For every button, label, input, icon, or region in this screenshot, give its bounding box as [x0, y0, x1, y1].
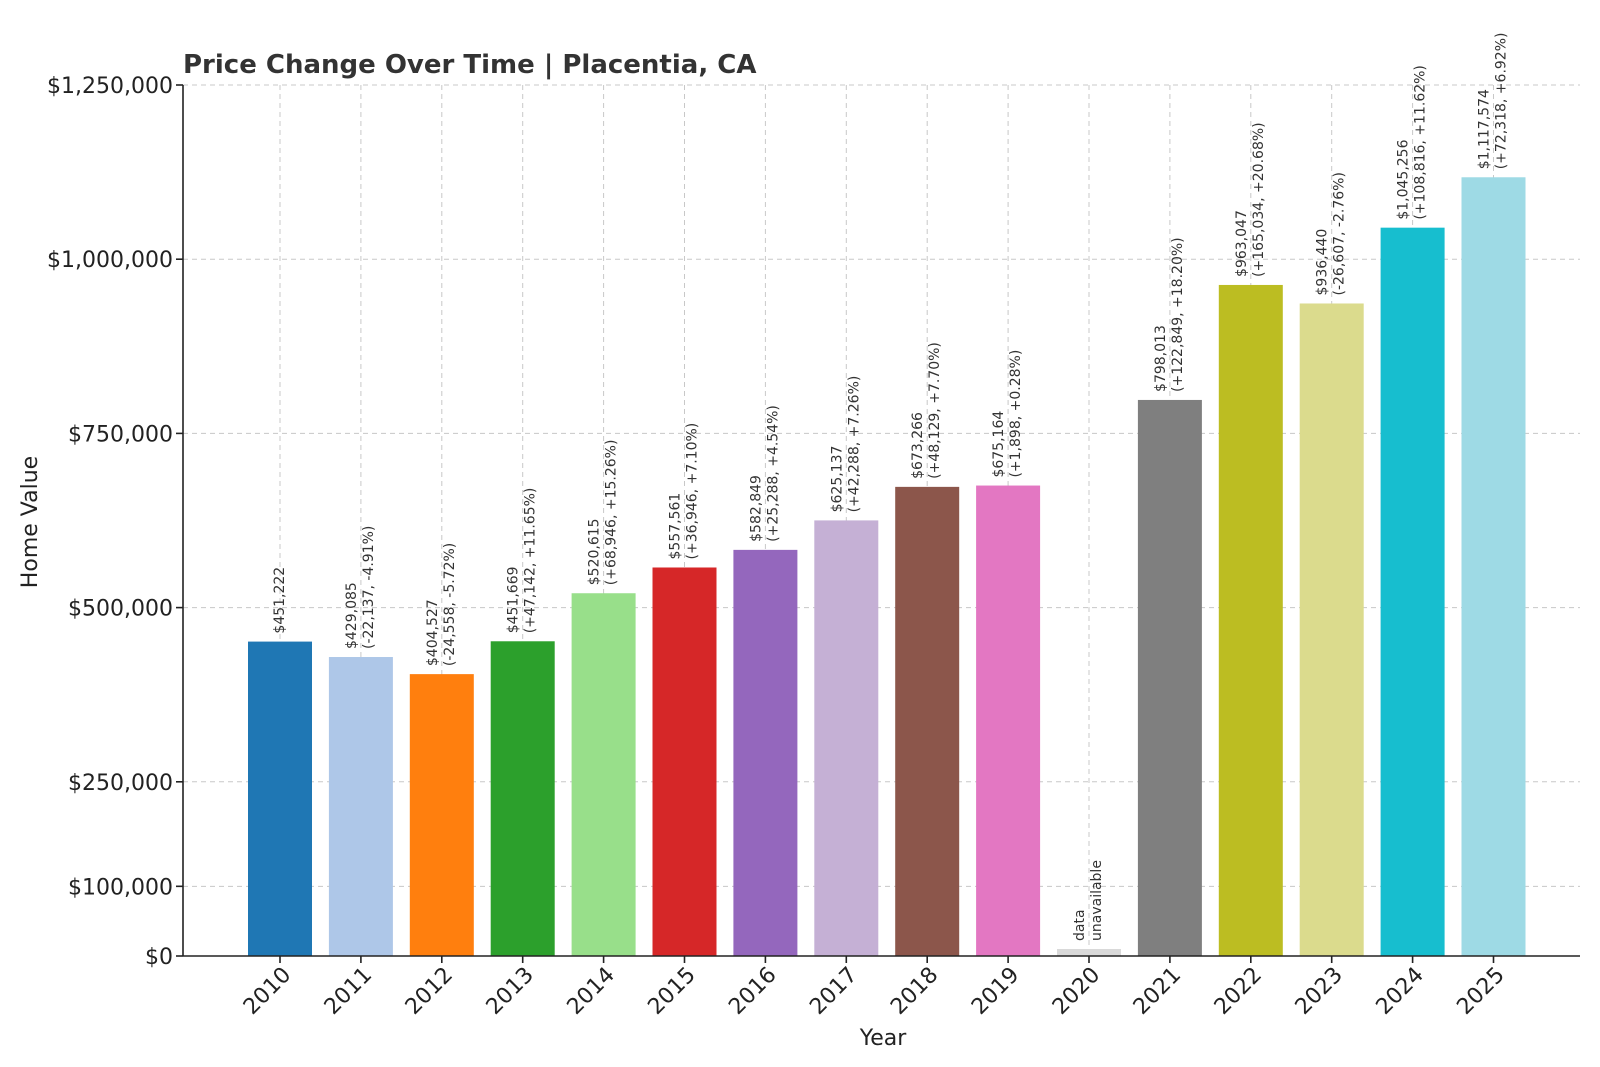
- data-label: $936,440(-26,607, -2.76%): [1315, 172, 1348, 295]
- data-label-line: (-24,558, -5.72%): [442, 543, 458, 666]
- data-label-line: (+25,288, +4.54%): [765, 405, 781, 542]
- x-tick-label: 2022: [1210, 963, 1267, 1020]
- y-tick-label: $100,000: [68, 875, 173, 900]
- data-label-line: $798,013: [1153, 325, 1169, 392]
- bar-2014: [571, 593, 636, 956]
- data-label-line: data: [1072, 909, 1088, 941]
- data-label-line: (-22,137, -4.91%): [361, 526, 377, 649]
- x-tick-label: 2019: [967, 963, 1024, 1020]
- x-tick-label: 2025: [1452, 963, 1509, 1020]
- x-tick-label: 2013: [482, 963, 539, 1020]
- bar-2018: [895, 486, 960, 956]
- data-label-line: $936,440: [1315, 229, 1331, 296]
- data-labels: $451,222 $429,085(-22,137, -4.91%) $404,52…: [272, 33, 1510, 941]
- data-label: $404,527(-24,558, -5.72%): [425, 543, 458, 666]
- x-tick-label: 2011: [320, 963, 377, 1020]
- data-label-line: $557,561: [668, 493, 684, 560]
- data-label: $1,045,256(+108,816, +11.62%): [1396, 65, 1429, 220]
- data-label-line: $582,849: [748, 475, 764, 542]
- data-label: $451,669(+47,142, +11.65%): [506, 488, 539, 634]
- bar-2023: [1299, 303, 1364, 956]
- x-tick-label: 2020: [1048, 963, 1105, 1020]
- bar-2013: [490, 641, 555, 956]
- data-label: $963,047(+165,034, +20.68%): [1234, 122, 1267, 277]
- data-label: $582,849(+25,288, +4.54%): [748, 405, 781, 542]
- data-label: $1,117,574(+72,318, +6.92%): [1477, 33, 1510, 170]
- data-label-line: $1,117,574: [1477, 89, 1493, 169]
- x-tick-label: 2018: [886, 963, 943, 1020]
- x-tick-label: 2016: [724, 963, 781, 1020]
- y-tick-label: $1,000,000: [47, 248, 173, 273]
- bar-2012: [409, 674, 474, 956]
- data-label-line: $675,164: [991, 411, 1007, 478]
- data-label: $557,561(+36,946, +7.10%): [668, 423, 701, 560]
- x-axis-label: Year: [859, 1026, 908, 1051]
- data-label-line: $404,527: [425, 599, 441, 666]
- y-axis-label: Home Value: [18, 456, 43, 588]
- data-label: $520,615(+68,946, +15.26%): [587, 440, 620, 586]
- x-tick-label: 2015: [643, 963, 700, 1020]
- bar-2022: [1218, 284, 1283, 956]
- y-tick-label: $1,250,000: [47, 74, 173, 99]
- data-label: $429,085(-22,137, -4.91%): [344, 526, 377, 649]
- data-label-line: (+68,946, +15.26%): [604, 440, 620, 586]
- y-tick-label: $750,000: [68, 422, 173, 447]
- bar-2010: [248, 641, 312, 956]
- data-label-line: unavailable: [1089, 860, 1105, 941]
- data-label-line: (+48,129, +7.70%): [927, 342, 943, 479]
- bar-2017: [814, 520, 879, 956]
- data-label-line: $1,045,256: [1396, 139, 1412, 219]
- data-label: $675,164(+1,898, +0.28%): [991, 350, 1024, 478]
- data-label-line: $451,669: [506, 566, 522, 633]
- y-tick-label: $0: [145, 945, 173, 970]
- data-label-line: $429,085: [344, 582, 360, 649]
- bar-2024: [1380, 227, 1445, 956]
- data-label-line: (+36,946, +7.10%): [685, 423, 701, 560]
- data-label-line: (-26,607, -2.76%): [1332, 172, 1348, 295]
- bar-2016: [733, 549, 798, 956]
- bar-2011: [328, 657, 393, 956]
- x-tick-label: 2017: [805, 963, 862, 1020]
- data-label: $451,222: [272, 567, 288, 634]
- x-tick-label: 2010: [239, 963, 296, 1020]
- data-label-line: $673,266: [910, 412, 926, 479]
- x-tick-label: 2012: [401, 963, 458, 1020]
- bar-2019: [976, 485, 1041, 956]
- data-label-line: $520,615: [587, 518, 603, 585]
- x-tick-label: 2024: [1372, 963, 1429, 1020]
- data-label: $798,013(+122,849, +18.20%): [1153, 237, 1186, 392]
- bar-2025: [1461, 177, 1526, 957]
- bars: [248, 177, 1526, 957]
- bar-no-data: [1057, 949, 1121, 956]
- data-label-line: (+1,898, +0.28%): [1008, 350, 1024, 478]
- data-label-line: $625,137: [829, 446, 845, 513]
- bar-2015: [652, 567, 717, 956]
- y-tick-label: $250,000: [68, 771, 173, 796]
- bar-2021: [1137, 399, 1202, 956]
- data-label-line: (+165,034, +20.68%): [1251, 122, 1267, 277]
- x-tick-label: 2021: [1129, 963, 1186, 1020]
- data-label-line: (+72,318, +6.92%): [1494, 33, 1510, 170]
- x-tick-label: 2023: [1291, 963, 1348, 1020]
- data-label: $673,266(+48,129, +7.70%): [910, 342, 943, 479]
- data-label-line: (+47,142, +11.65%): [523, 488, 539, 634]
- data-label-line: (+108,816, +11.62%): [1413, 65, 1429, 220]
- x-tick-label: 2014: [563, 963, 620, 1020]
- y-tick-label: $500,000: [68, 597, 173, 622]
- chart-title: Price Change Over Time | Placentia, CA: [183, 50, 756, 80]
- data-label-line: (+122,849, +18.20%): [1170, 237, 1186, 392]
- data-label-line: $963,047: [1234, 210, 1250, 277]
- data-label: dataunavailable: [1072, 860, 1105, 941]
- data-label-line: (+42,288, +7.26%): [846, 376, 862, 513]
- data-label: $625,137(+42,288, +7.26%): [829, 376, 862, 513]
- data-label-line: $451,222: [272, 567, 288, 634]
